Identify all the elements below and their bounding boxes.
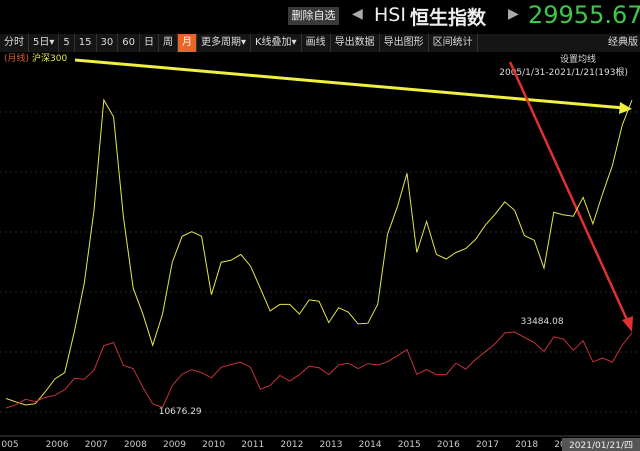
toolbar-item[interactable]: 导出图形	[380, 34, 429, 52]
toolbar-item[interactable]: 画线	[302, 34, 331, 52]
x-tick-label: 2007	[85, 440, 108, 450]
grid	[0, 111, 640, 413]
toolbar-item[interactable]: 日	[140, 34, 159, 52]
legend-entry: 沪深300	[32, 52, 67, 64]
x-tick-label: 2010	[202, 440, 225, 450]
x-tick-label: 2017	[476, 440, 499, 450]
x-tick-label: 2011	[241, 440, 264, 450]
x-tick-label: 2016	[437, 440, 460, 450]
x-tick-label: 2018	[515, 440, 538, 450]
toolbar-item[interactable]: 15	[75, 34, 97, 52]
series-line	[5, 331, 633, 409]
toolbar-item[interactable]: 5	[59, 34, 75, 52]
toolbar-item[interactable]: 区间统计	[429, 34, 478, 52]
toolbar-item[interactable]: 周	[159, 34, 178, 52]
toolbar-item[interactable]: 更多周期▾	[197, 34, 251, 52]
x-tick-label: 2014	[359, 440, 382, 450]
toolbar-item[interactable]: 月	[177, 34, 197, 52]
toolbar-item[interactable]: 5日▾	[29, 34, 60, 52]
toolbar-item[interactable]: 30	[97, 34, 119, 52]
yellow-arrow	[74, 58, 625, 110]
red-arrow	[508, 61, 630, 323]
toolbar-item[interactable]: 60	[118, 34, 140, 52]
period: (月线)	[4, 52, 29, 64]
extreme-label: 10676.29	[159, 407, 202, 417]
extreme-label: 33484.08	[521, 317, 564, 327]
prev-arrow[interactable]: ◀	[352, 6, 363, 22]
x-tick-label: 2006	[46, 440, 69, 450]
cursor-date: 2021/01/21/四	[569, 441, 633, 451]
range: 2005/1/31-2021/1/21(193根)	[499, 66, 628, 78]
x-tick-label: 005	[1, 440, 18, 450]
series-line	[5, 98, 633, 406]
stock-name: 恒生指数	[410, 7, 487, 29]
toolbar: 分时 5日▾ 5 15 30 60 日周月更多周期▾ K线叠加▾ 画线 导出数据 导出图形 区间统计	[0, 34, 640, 52]
price: 29955.67	[528, 1, 640, 29]
x-tick-label: 2009	[163, 440, 186, 450]
ma-settings[interactable]: 设置均线	[560, 53, 596, 65]
classic-button[interactable]: 经典版	[608, 37, 638, 48]
toolbar-item[interactable]: K线叠加▾	[251, 34, 302, 52]
chart: (月线) 沪深300 设置均线 2005/1/31-2021/1/21(193根…	[0, 52, 640, 451]
x-tick-label: 2012	[280, 440, 303, 450]
cursor-box	[562, 438, 640, 451]
next-arrow[interactable]: ▶	[508, 6, 519, 22]
code: HSI	[374, 4, 406, 26]
yellow-arrowhead	[619, 102, 632, 114]
remove-favorite[interactable]: 删除自选	[288, 7, 339, 25]
x-tick-label: 2008	[124, 440, 147, 450]
x-tick-label: 2015	[398, 440, 421, 450]
header: 删除自选 ◀ HSI 恒生指数 ▶ 29955.67	[0, 0, 640, 33]
x-tick-label: 2013	[320, 440, 343, 450]
toolbar-item[interactable]: 分时	[0, 34, 29, 52]
toolbar-item[interactable]: 导出数据	[331, 34, 380, 52]
red-arrowhead	[622, 316, 633, 332]
